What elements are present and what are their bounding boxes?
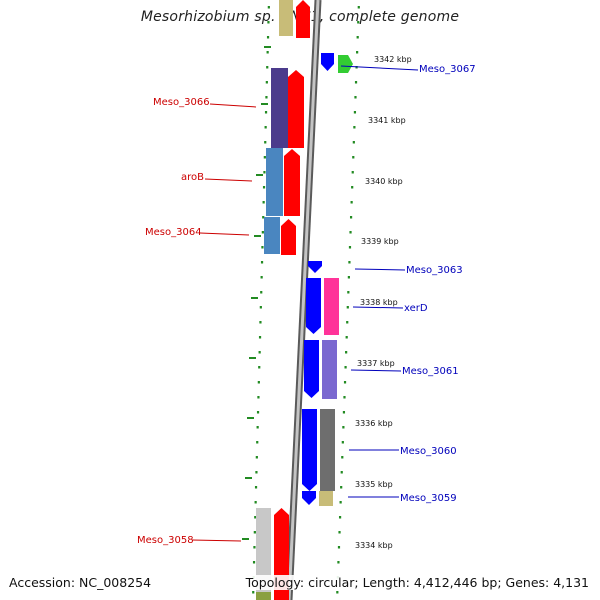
kbp-tick-label: 3339 kbp	[361, 237, 399, 246]
feature-meso3066	[288, 70, 304, 148]
leader-line	[350, 369, 402, 372]
feature-meso3061	[304, 340, 319, 398]
gene-label-left: Meso_3064	[145, 227, 202, 238]
kbp-tick-label: 3341 kbp	[368, 116, 406, 125]
feature-meso3064	[281, 219, 296, 255]
right-dotted-guide	[336, 6, 360, 594]
accession-text: Accession: NC_008254	[9, 575, 152, 590]
feature-meso3067-blue	[321, 53, 334, 71]
kbp-tick-label: 3335 kbp	[355, 480, 393, 489]
kbp-tick-label: 3338 kbp	[360, 298, 398, 307]
feature-meso3060	[302, 409, 317, 491]
gene-label-right: Meso_3059	[400, 493, 457, 504]
leader-line	[354, 268, 406, 271]
kbp-tick-label: 3340 kbp	[365, 177, 403, 186]
feature-meso3061-cog	[322, 340, 337, 399]
gene-label-right: Meso_3061	[402, 366, 459, 377]
gene-label-left: Meso_3058	[137, 535, 194, 546]
gene-label-right: Meso_3060	[400, 446, 457, 457]
gene-label-left: aroB	[181, 172, 204, 183]
feature-bottom-olive	[256, 592, 271, 600]
gene-label-left: Meso_3066	[153, 97, 210, 108]
feature-meso3063	[308, 261, 322, 273]
feature-xerd	[306, 278, 321, 334]
kbp-tick-label: 3334 kbp	[355, 541, 393, 550]
feature-meso3064-cog	[264, 217, 280, 254]
topology-text: Topology: circular; Length: 4,412,446 bp…	[243, 575, 591, 590]
feature-arob	[284, 149, 300, 216]
gene-label-right: Meso_3067	[419, 64, 476, 75]
feature-xerd-cog	[324, 278, 339, 335]
feature-meso3059-cog	[319, 491, 333, 506]
feature-meso3059	[302, 491, 316, 505]
leader-line	[204, 178, 253, 182]
genome-backbone	[285, 0, 322, 600]
leader-line	[199, 232, 250, 236]
leader-line	[191, 539, 242, 542]
feature-meso3067-green	[338, 55, 353, 73]
leader-line	[340, 65, 419, 71]
feature-top-red	[296, 0, 310, 38]
leader-line	[209, 103, 257, 108]
kbp-ticks: 3342 kbp 3341 kbp 3340 kbp 3339 kbp 3338 kbp…	[355, 55, 412, 550]
feature-arob-cog	[266, 148, 283, 216]
kbp-tick-label: 3337 kbp	[357, 359, 395, 368]
kbp-tick-label: 3336 kbp	[355, 419, 393, 428]
gene-label-right: Meso_3063	[406, 265, 463, 276]
leader-line	[352, 306, 404, 309]
left-dotted-guide	[242, 6, 271, 594]
feature-meso3060-cog	[320, 409, 335, 491]
feature-top-khaki	[279, 0, 293, 36]
gene-labels: Meso_3066 aroB Meso_3064 Meso_3058 Meso_3067…	[137, 64, 476, 546]
feature-meso3066-cog	[271, 68, 288, 148]
gene-label-right: xerD	[404, 303, 428, 314]
kbp-tick-label: 3342 kbp	[374, 55, 412, 64]
